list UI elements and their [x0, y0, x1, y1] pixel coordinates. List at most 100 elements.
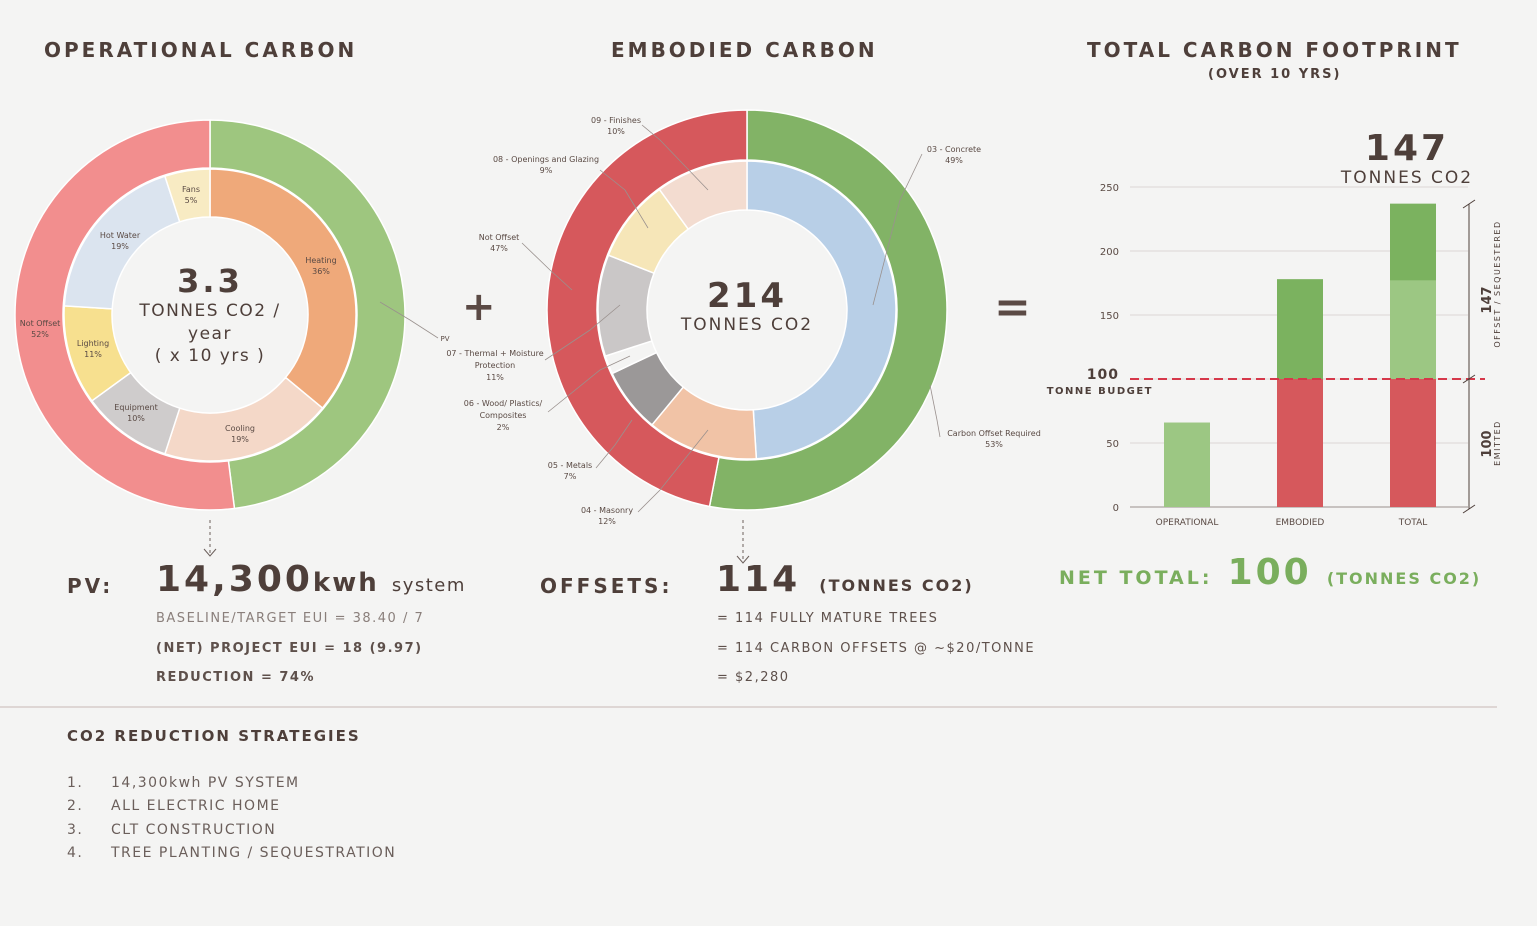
- operational-center-period: ( x 10 yrs ): [155, 346, 265, 366]
- xlabel-operational: OPERATIONAL: [1156, 518, 1219, 528]
- operational-center-year: year: [188, 324, 232, 344]
- operational-center-unit: TONNES CO2 /: [138, 301, 280, 321]
- emb-inner-slice-03-concrete: [746, 160, 897, 460]
- label-cooling: Cooling: [225, 424, 255, 433]
- offsets-value: 114: [716, 559, 801, 600]
- offsets-unit: (TONNES CO2): [819, 576, 974, 595]
- equals-sign: =: [994, 282, 1031, 333]
- label-metals-pct: 7%: [564, 472, 577, 481]
- arrow-operational: [203, 520, 217, 557]
- strategy-num: 2.: [67, 798, 84, 814]
- strategy-item: 1. 14,300kwh PV SYSTEM: [67, 775, 300, 791]
- label-wood-2: Composites: [480, 411, 527, 420]
- label-lighting-pct: 11%: [84, 350, 102, 359]
- ytick-200: 200: [1100, 247, 1119, 258]
- bar-embodied-offset-dark: [1277, 279, 1323, 379]
- pv-line-2: (NET) PROJECT EUI = 18 (9.97): [156, 641, 423, 656]
- operational-center-value: 3.3: [177, 262, 243, 300]
- operational-donut: [14, 119, 406, 511]
- embodied-leader-lines: [521, 124, 941, 513]
- offsets-value-row: 114 (TONNES CO2): [716, 559, 974, 600]
- label-openings: 08 - Openings and Glazing: [493, 155, 599, 164]
- budget-value: 100: [1087, 367, 1119, 383]
- bar-total-offset-light: [1390, 280, 1436, 379]
- embodied-heading: EMBODIED CARBON: [611, 38, 878, 62]
- label-concrete-pct: 49%: [945, 156, 963, 165]
- op-inner-slice-fans: [163, 168, 211, 223]
- label-offset-required: Carbon Offset Required: [947, 429, 1041, 438]
- pv-unit: kwh: [312, 568, 379, 598]
- strategy-num: 1.: [67, 775, 84, 791]
- total-top-unit: TONNES CO2: [1340, 168, 1473, 188]
- label-offset-required-pct: 53%: [985, 440, 1003, 449]
- strategy-text: TREE PLANTING / SEQUESTRATION: [111, 845, 397, 861]
- net-total-value: 100: [1227, 552, 1312, 593]
- total-heading: TOTAL CARBON FOOTPRINT: [1087, 38, 1462, 62]
- label-masonry-pct: 12%: [598, 517, 616, 526]
- op-outer-slice-pv: [209, 119, 406, 510]
- total-top-value: 147: [1365, 128, 1449, 169]
- label-hot-water-pct: 19%: [111, 242, 129, 251]
- strategy-text: CLT CONSTRUCTION: [111, 822, 277, 838]
- pv-value: 14,300: [156, 559, 313, 600]
- strategy-item: 3. CLT CONSTRUCTION: [67, 822, 276, 838]
- bar-embodied-emitted: [1277, 379, 1323, 507]
- net-total-unit: (TONNES CO2): [1326, 569, 1482, 588]
- label-finishes-pct: 10%: [607, 127, 625, 136]
- offsets-line-2: = 114 CARBON OFFSETS @ ~$20/TONNE: [717, 641, 1036, 656]
- label-hot-water: Hot Water: [100, 231, 141, 240]
- strategy-text: ALL ELECTRIC HOME: [111, 798, 281, 814]
- embodied-center-unit: TONNES CO2: [680, 315, 813, 335]
- label-thermal-pct: 11%: [486, 373, 504, 382]
- strategy-num: 4.: [67, 845, 84, 861]
- emb-outer-slice-carbon-offset-required: [708, 109, 948, 511]
- label-cooling-pct: 19%: [231, 435, 249, 444]
- label-thermal-2: Protection: [475, 361, 515, 370]
- label-op-not-offset: Not Offset: [20, 319, 61, 328]
- label-thermal: 07 - Thermal + Moisture: [446, 349, 543, 358]
- embodied-center-value: 214: [707, 276, 787, 316]
- emb-inner-slice-09-finishes: [658, 160, 748, 231]
- label-finishes: 09 - Finishes: [591, 116, 641, 125]
- offsets-line-3: = $2,280: [717, 670, 790, 685]
- label-concrete: 03 - Concrete: [927, 145, 981, 154]
- bar-operational-offset-light: [1164, 422, 1210, 507]
- strategy-num: 3.: [67, 822, 84, 838]
- bracket-bottom-label: EMITTED: [1493, 420, 1502, 466]
- label-heating-pct: 36%: [312, 267, 330, 276]
- label-op-not-offset-pct: 52%: [31, 330, 49, 339]
- label-lighting: Lighting: [77, 339, 109, 348]
- label-metals: 05 - Metals: [548, 461, 592, 470]
- xlabel-total: TOTAL: [1398, 518, 1428, 528]
- net-total-label: NET TOTAL:: [1059, 567, 1213, 589]
- op-inner-slice-heating: [209, 168, 357, 410]
- plus-sign: +: [462, 284, 496, 330]
- pv-line-3: REDUCTION = 74%: [156, 670, 315, 685]
- offsets-label: OFFSETS:: [540, 574, 673, 598]
- label-emb-not-offset: Not Offset: [479, 233, 520, 242]
- label-equipment: Equipment: [114, 403, 157, 412]
- offsets-line-1: = 114 FULLY MATURE TREES: [717, 611, 939, 626]
- bracket-bottom-value: 100: [1480, 430, 1495, 457]
- ytick-0: 0: [1113, 503, 1119, 514]
- label-openings-pct: 9%: [540, 166, 553, 175]
- op-outer-slice-not-offset: [14, 119, 236, 511]
- total-subheading: (OVER 10 YRS): [1208, 67, 1342, 82]
- label-emb-not-offset-pct: 47%: [490, 244, 508, 253]
- bar-total-emitted: [1390, 379, 1436, 507]
- label-fans: Fans: [182, 185, 200, 194]
- strategies-title: CO2 REDUCTION STRATEGIES: [67, 727, 361, 745]
- ytick-50: 50: [1106, 439, 1119, 450]
- embodied-donut: [546, 109, 948, 511]
- strategy-item: 4. TREE PLANTING / SEQUESTRATION: [67, 845, 396, 861]
- ytick-250: 250: [1100, 183, 1119, 194]
- label-wood-pct: 2%: [497, 423, 510, 432]
- label-equipment-pct: 10%: [127, 414, 145, 423]
- pv-label: PV:: [67, 574, 114, 598]
- strategy-text: 14,300kwh PV SYSTEM: [111, 775, 300, 791]
- ytick-150: 150: [1100, 311, 1119, 322]
- bar-total-offset-dark: [1390, 203, 1436, 281]
- pv-leader-line: [379, 301, 439, 339]
- net-total-row: NET TOTAL: 100 (TONNES CO2): [1059, 552, 1481, 593]
